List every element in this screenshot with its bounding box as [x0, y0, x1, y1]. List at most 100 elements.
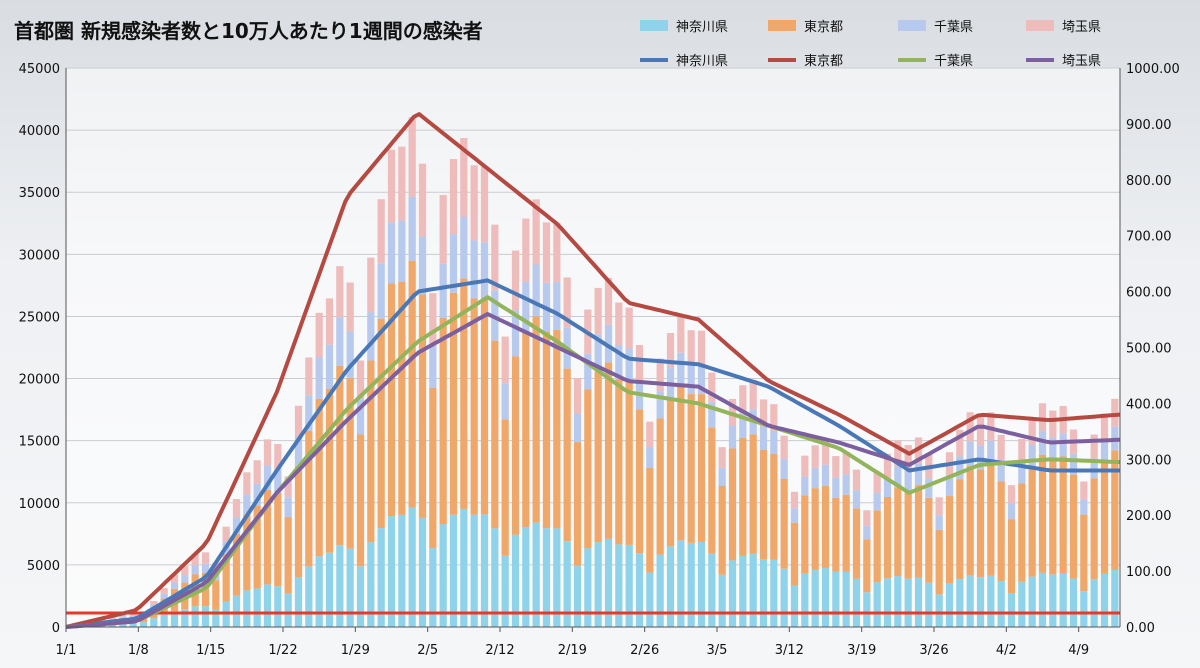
- bar-4: [997, 434, 1005, 460]
- bar-1: [770, 559, 778, 627]
- bar-4: [863, 510, 871, 526]
- bar-2: [770, 453, 778, 560]
- bar-3: [966, 441, 974, 466]
- bar-2: [243, 514, 251, 591]
- chart-title: 首都圏 新規感染者数と10万人あたり1週間の感染者: [14, 19, 483, 43]
- bar-3: [1100, 439, 1109, 462]
- bar-3: [511, 310, 520, 357]
- y-tick-label-left: 25000: [19, 310, 60, 325]
- bar-3: [821, 464, 830, 486]
- bar-1: [584, 548, 592, 627]
- bar-4: [1049, 410, 1057, 438]
- x-tick-label: 4/9: [1068, 643, 1089, 658]
- bar-1: [429, 547, 437, 627]
- bar-1: [346, 548, 354, 627]
- bar-1: [449, 514, 458, 627]
- x-tick-label: 3/19: [847, 643, 876, 658]
- bar-4: [852, 469, 861, 491]
- bar-3: [418, 236, 427, 295]
- bar-1: [1038, 572, 1047, 627]
- bar-1: [894, 576, 902, 627]
- bar-2: [1100, 461, 1109, 574]
- bar-3: [646, 447, 654, 468]
- bar-1: [1080, 591, 1088, 627]
- bar-4: [160, 588, 168, 594]
- x-tick-label: 1/29: [341, 643, 370, 658]
- bar-2: [914, 485, 923, 578]
- bar-4: [1028, 418, 1036, 445]
- legend-swatch-bar: [768, 20, 796, 31]
- legend-label-bar: 神奈川県: [676, 20, 728, 35]
- bar-3: [615, 345, 623, 380]
- bar-2: [997, 481, 1005, 582]
- bar-2: [821, 485, 830, 568]
- bar-2: [315, 398, 323, 557]
- plot-area: [65, 67, 1121, 629]
- bar-1: [367, 542, 375, 627]
- y-tick-label-right: 300.00: [1126, 453, 1172, 468]
- bar-1: [522, 527, 530, 627]
- bar-2: [253, 505, 261, 589]
- bar-4: [150, 601, 158, 605]
- bar-2: [1090, 478, 1098, 580]
- bar-2: [687, 394, 695, 543]
- legend-swatch-bar: [898, 20, 926, 31]
- bar-2: [418, 294, 427, 518]
- bar-3: [501, 383, 509, 420]
- bar-3: [935, 515, 943, 530]
- bar-1: [987, 575, 995, 627]
- bar-4: [253, 460, 261, 484]
- bar-3: [656, 391, 664, 419]
- bar-2: [1049, 460, 1057, 575]
- bar-1: [212, 609, 220, 627]
- bar-4: [170, 574, 179, 583]
- bar-1: [832, 571, 840, 627]
- bar-4: [635, 345, 644, 381]
- bar-4: [976, 417, 985, 446]
- bar-2: [387, 283, 396, 517]
- bar-3: [894, 466, 902, 488]
- bar-3: [284, 497, 292, 518]
- bar-1: [739, 555, 747, 627]
- bar-4: [687, 330, 695, 365]
- legend-label-line: 東京都: [804, 53, 843, 69]
- bar-1: [780, 568, 788, 627]
- bar-3: [976, 445, 985, 470]
- bar-2: [625, 381, 633, 545]
- bar-2: [491, 340, 499, 529]
- bar-3: [842, 474, 850, 495]
- bar-1: [904, 578, 912, 627]
- bar-1: [718, 574, 726, 627]
- bar-4: [842, 451, 850, 475]
- bar-1: [976, 577, 985, 627]
- bar-1: [821, 567, 830, 627]
- bar-1: [305, 566, 313, 627]
- bar-4: [894, 440, 902, 467]
- y-tick-label-left: 15000: [19, 435, 60, 450]
- bar-2: [935, 529, 943, 595]
- bar-1: [377, 528, 385, 627]
- bar-1: [563, 541, 571, 627]
- bar-1: [914, 577, 923, 627]
- bar-4: [263, 439, 272, 466]
- bar-4: [1007, 485, 1016, 504]
- bar-2: [894, 487, 902, 577]
- bar-1: [945, 583, 954, 627]
- bar-2: [460, 278, 468, 509]
- bar-2: [718, 485, 726, 575]
- bar-2: [604, 362, 613, 539]
- bar-4: [377, 199, 385, 264]
- y-tick-label-right: 500.00: [1126, 342, 1172, 357]
- bar-2: [367, 360, 375, 543]
- bar-4: [429, 293, 437, 346]
- bar-2: [842, 494, 850, 572]
- y-tick-label-left: 40000: [19, 124, 60, 139]
- bar-4: [615, 302, 623, 346]
- bar-4: [956, 429, 964, 457]
- bar-3: [387, 222, 396, 284]
- y-tick-label-right: 800.00: [1126, 174, 1172, 189]
- axes: 0 5000 10000 15000 20000 25000 30000 35000 40000…: [19, 62, 1180, 658]
- bar-4: [325, 298, 334, 345]
- bar-1: [749, 553, 757, 627]
